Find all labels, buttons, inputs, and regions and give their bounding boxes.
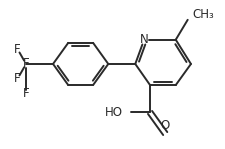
Text: O: O xyxy=(161,119,170,132)
Text: N: N xyxy=(140,33,148,46)
Text: F: F xyxy=(23,58,29,70)
Text: F: F xyxy=(14,43,21,56)
Text: F: F xyxy=(23,87,29,100)
Text: HO: HO xyxy=(105,106,123,119)
Text: CH₃: CH₃ xyxy=(192,8,214,21)
Text: F: F xyxy=(14,72,21,85)
